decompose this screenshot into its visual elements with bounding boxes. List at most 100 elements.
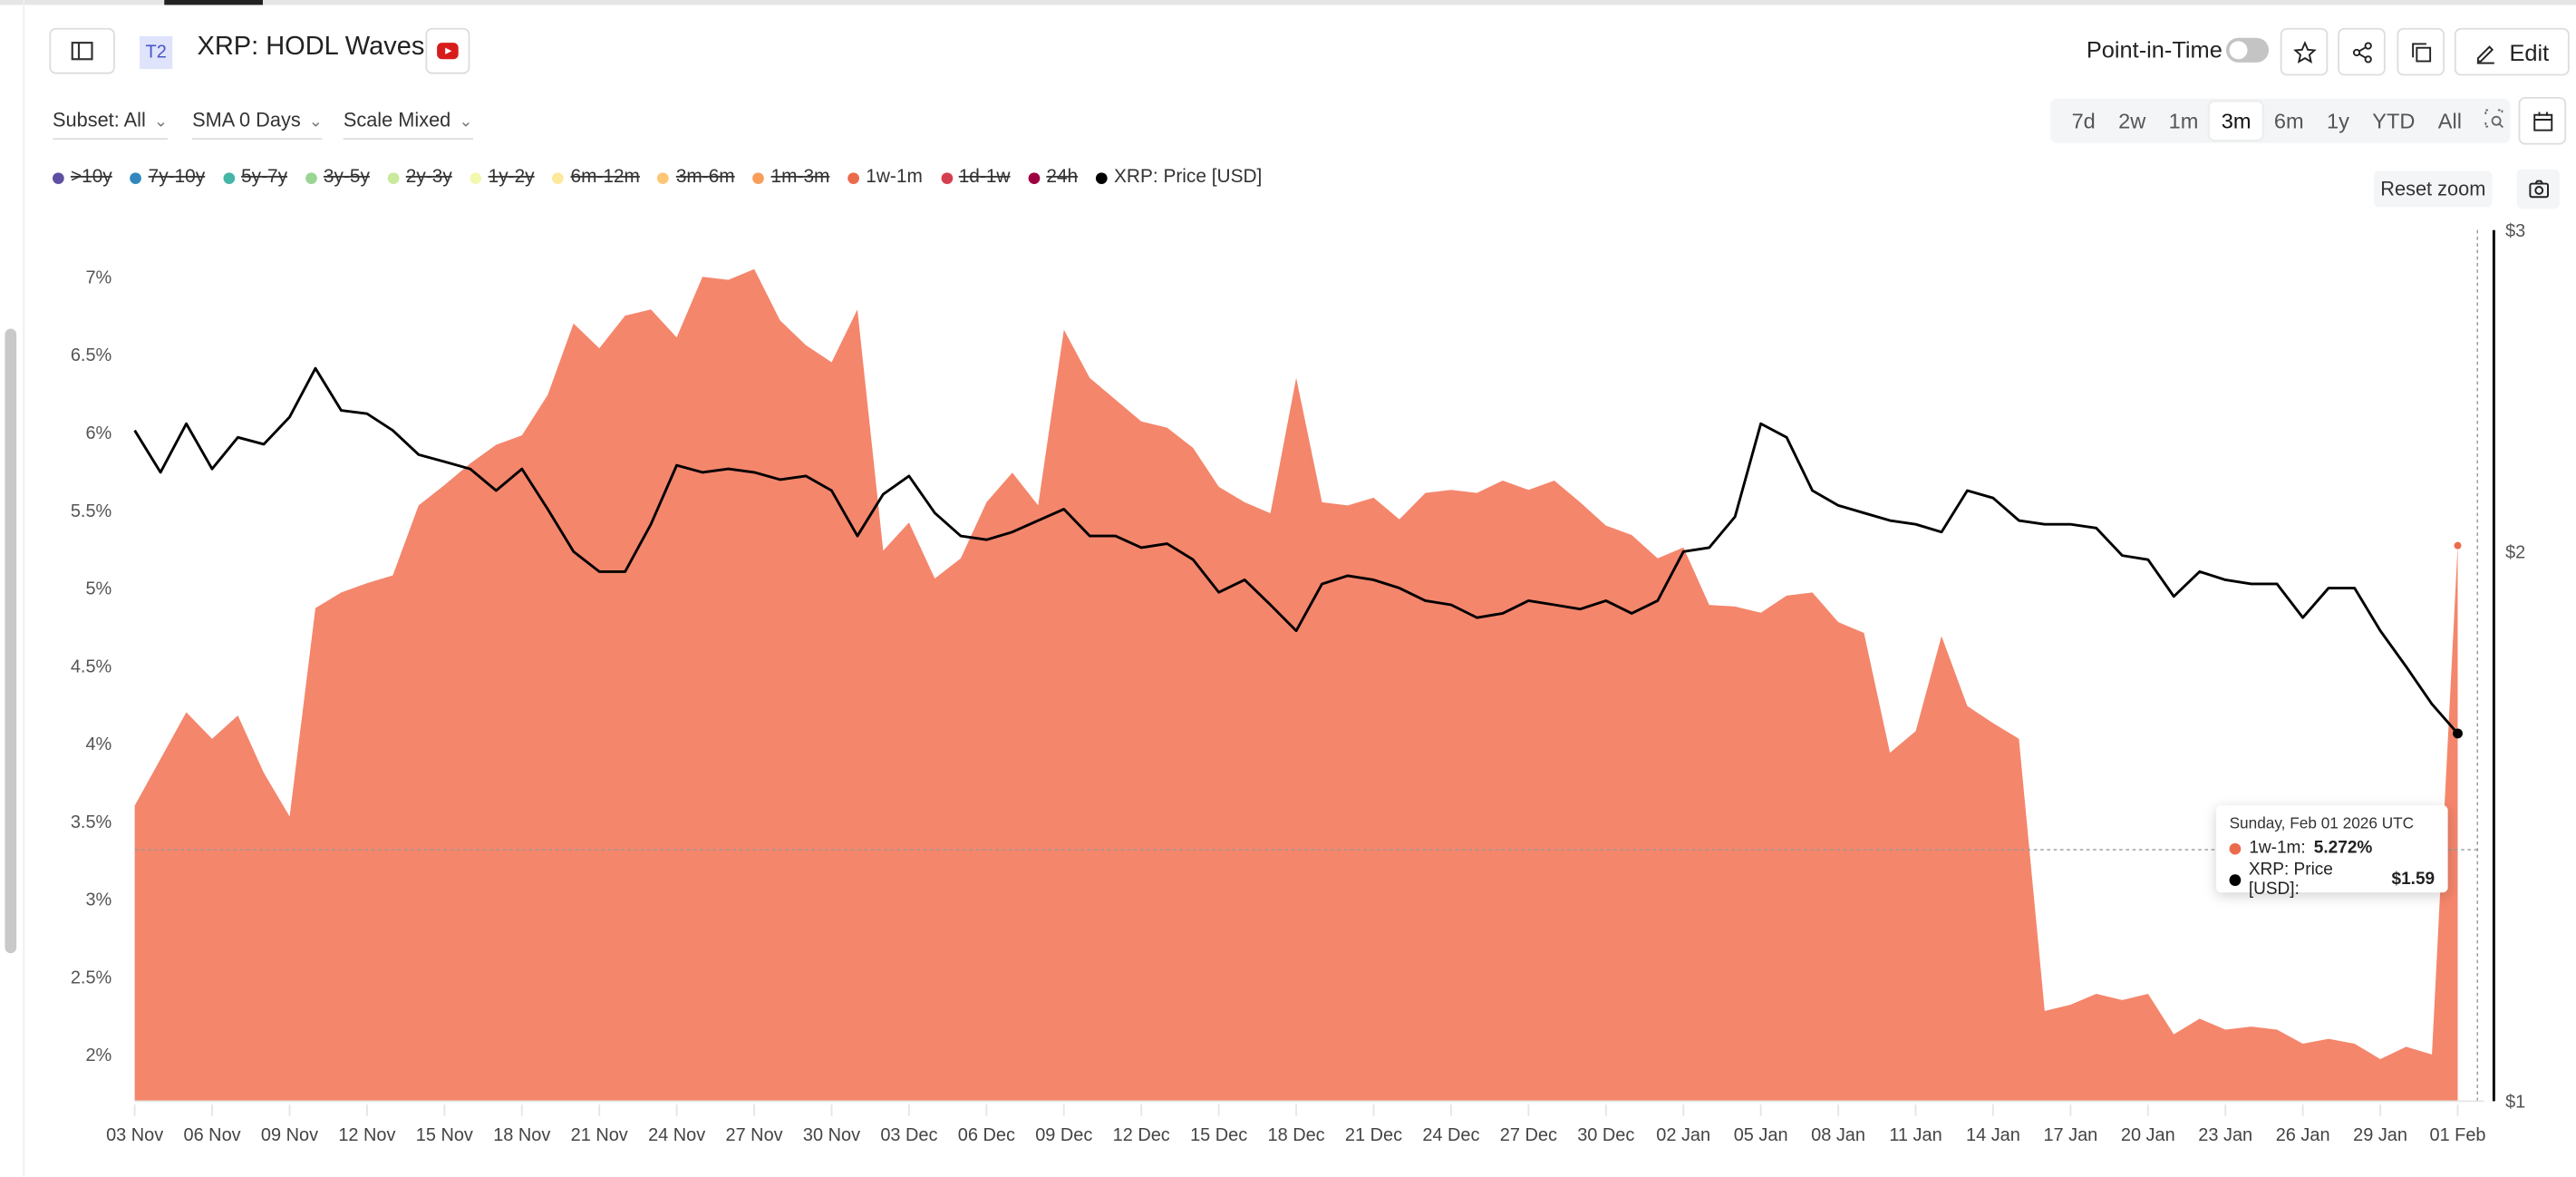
scale-dropdown[interactable]: Scale Mixed ⌄ bbox=[343, 109, 473, 141]
page-title: XRP: HODL Waves bbox=[197, 33, 425, 62]
tooltip-label: 1w-1m: bbox=[2249, 838, 2306, 859]
legend-item[interactable]: 7y-10y bbox=[130, 168, 205, 188]
x-tick-label: 24 Nov bbox=[648, 1125, 705, 1145]
legend-dot-icon bbox=[1096, 171, 1108, 184]
area-hover-marker bbox=[2454, 541, 2462, 550]
legend-item[interactable]: 1m-3m bbox=[752, 167, 830, 188]
legend-item[interactable]: 3m-6m bbox=[657, 168, 735, 188]
zoom-select-button[interactable] bbox=[2474, 102, 2516, 140]
legend-item[interactable]: 6m-12m bbox=[552, 167, 640, 188]
favorite-button[interactable] bbox=[2280, 27, 2329, 76]
legend-item[interactable]: XRP: Price [USD] bbox=[1096, 168, 1262, 188]
range-2w[interactable]: 2w bbox=[2118, 108, 2146, 133]
y-right-tick-label: $1 bbox=[2505, 1093, 2525, 1113]
series-dot bbox=[2229, 841, 2242, 854]
tooltip-date: Sunday, Feb 01 2026 UTC bbox=[2229, 815, 2415, 833]
y-left-tick-label: 3.5% bbox=[71, 812, 111, 832]
range-ytd[interactable]: YTD bbox=[2372, 108, 2416, 133]
x-tick-label: 03 Nov bbox=[106, 1125, 163, 1145]
range-1m[interactable]: 1m bbox=[2168, 108, 2199, 133]
legend-dot-icon bbox=[387, 171, 400, 184]
range-6m[interactable]: 6m bbox=[2273, 108, 2304, 133]
subset-dropdown[interactable]: Subset: All ⌄ bbox=[53, 108, 169, 141]
chart-legend: >10y 7y-10y 5y-7y 3y-5y 2y-3y 1y-2y 6m-12m 3m-6… bbox=[53, 168, 1262, 188]
x-tick-label: 09 Dec bbox=[1035, 1125, 1092, 1145]
scrollbar[interactable] bbox=[5, 328, 17, 954]
tooltip-value: $1.59 bbox=[2391, 869, 2436, 890]
legend-label: 1w-1m bbox=[866, 167, 923, 188]
x-tick-label: 21 Dec bbox=[1345, 1125, 1402, 1145]
range-7d[interactable]: 7d bbox=[2071, 108, 2096, 133]
x-tick-label: 09 Nov bbox=[261, 1125, 318, 1145]
point-in-time-label: Point-in-Time bbox=[2086, 35, 2223, 63]
subset-value: Subset: All bbox=[53, 108, 146, 131]
legend-label: 1d-1w bbox=[958, 167, 1011, 188]
x-tick-label: 08 Jan bbox=[1811, 1125, 1865, 1145]
legend-label: >10y bbox=[70, 167, 112, 188]
x-tick-label: 18 Dec bbox=[1268, 1125, 1325, 1145]
share-icon bbox=[2352, 41, 2371, 63]
youtube-button[interactable] bbox=[425, 27, 470, 74]
range-1y[interactable]: 1y bbox=[2327, 108, 2349, 133]
range-3m[interactable]: 3m bbox=[2210, 102, 2263, 141]
legend-dot-icon bbox=[657, 171, 670, 184]
sma-dropdown[interactable]: SMA 0 Days ⌄ bbox=[192, 108, 324, 141]
legend-label: 1y-2y bbox=[488, 167, 535, 188]
camera-icon bbox=[2528, 180, 2549, 199]
price-line bbox=[133, 366, 2459, 734]
legend-item[interactable]: 1d-1w bbox=[940, 167, 1011, 188]
x-tick-label: 17 Jan bbox=[2043, 1125, 2097, 1145]
duplicate-button[interactable] bbox=[2397, 27, 2445, 76]
x-tick-label: 23 Jan bbox=[2198, 1125, 2252, 1145]
copy-icon bbox=[2411, 42, 2431, 62]
y-left-tick-label: 2.5% bbox=[71, 968, 111, 987]
legend-item[interactable]: 2y-3y bbox=[387, 168, 452, 188]
legend-label: XRP: Price [USD] bbox=[1114, 167, 1263, 188]
x-tick-label: 06 Nov bbox=[183, 1125, 240, 1145]
top-tab-bar bbox=[0, 0, 2576, 5]
tooltip-value: 5.272% bbox=[2313, 838, 2373, 859]
legend-label: 6m-12m bbox=[570, 167, 640, 188]
sidebar-icon bbox=[71, 42, 93, 61]
x-tick-label: 24 Dec bbox=[1422, 1125, 1479, 1145]
legend-item[interactable]: 1w-1m bbox=[847, 167, 923, 188]
legend-label: 1m-3m bbox=[770, 167, 830, 188]
x-tick-label: 30 Dec bbox=[1577, 1125, 1634, 1145]
y-left-tick-label: 5% bbox=[85, 579, 111, 599]
legend-item[interactable]: >10y bbox=[53, 168, 112, 188]
legend-item[interactable]: 5y-7y bbox=[223, 168, 287, 188]
share-button[interactable] bbox=[2338, 27, 2386, 76]
x-tick-label: 21 Nov bbox=[571, 1125, 628, 1145]
x-tick-label: 26 Jan bbox=[2276, 1125, 2330, 1145]
y-left-tick-label: 4% bbox=[85, 734, 111, 754]
active-tab-indicator bbox=[164, 0, 263, 5]
toggle-sidebar-button[interactable] bbox=[49, 27, 115, 74]
youtube-icon bbox=[437, 43, 459, 60]
point-in-time-toggle[interactable] bbox=[2225, 37, 2270, 63]
range-all[interactable]: All bbox=[2437, 108, 2462, 133]
legend-item[interactable]: 1y-2y bbox=[470, 168, 535, 188]
tier-badge: T2 bbox=[140, 35, 173, 70]
y-right-tick-label: $3 bbox=[2505, 221, 2525, 241]
legend-label: 5y-7y bbox=[241, 167, 288, 188]
legend-item[interactable]: 24h bbox=[1028, 168, 1078, 188]
x-tick-label: 30 Nov bbox=[803, 1125, 860, 1145]
date-picker-button[interactable] bbox=[2518, 96, 2567, 145]
reset-zoom-button[interactable]: Reset zoom bbox=[2374, 170, 2493, 208]
x-tick-label: 11 Jan bbox=[1889, 1125, 1942, 1145]
tooltip-row-price: XRP: Price [USD]: $1.59 bbox=[2229, 860, 2436, 899]
edit-button[interactable]: Edit bbox=[2454, 27, 2570, 76]
legend-dot-icon bbox=[53, 171, 64, 184]
sma-value: SMA 0 Days bbox=[192, 108, 301, 131]
screenshot-button[interactable] bbox=[2516, 169, 2560, 209]
x-tick-label: 18 Nov bbox=[493, 1125, 550, 1145]
legend-dot-icon bbox=[552, 171, 565, 184]
y-left-tick-label: 6% bbox=[85, 423, 111, 443]
calendar-icon bbox=[2532, 111, 2552, 131]
chevron-down-icon: ⌄ bbox=[153, 113, 169, 131]
y-left-tick-label: 7% bbox=[85, 268, 111, 287]
legend-dot-icon bbox=[1028, 171, 1041, 184]
legend-item[interactable]: 3y-5y bbox=[305, 168, 370, 188]
